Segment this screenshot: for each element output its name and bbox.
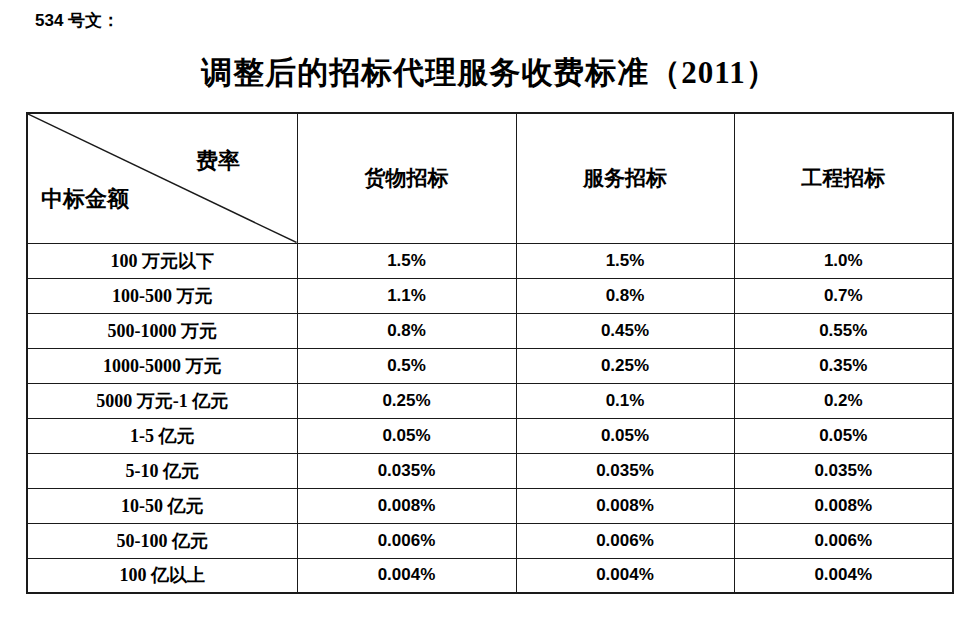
rate-cell: 1.5%: [297, 243, 516, 278]
rate-cell: 0.004%: [734, 558, 953, 593]
rate-cell: 0.7%: [734, 278, 953, 313]
rate-cell: 1.5%: [516, 243, 734, 278]
row-label: 10-50 亿元: [27, 488, 297, 523]
rate-cell: 0.035%: [516, 453, 734, 488]
row-label: 100-500 万元: [27, 278, 297, 313]
rate-cell: 0.1%: [516, 383, 734, 418]
fee-rate-table: 费率 中标金额 货物招标 服务招标 工程招标 100 万元以下 1.5% 1.5…: [26, 112, 954, 594]
rate-cell: 0.008%: [297, 488, 516, 523]
rate-cell: 0.004%: [516, 558, 734, 593]
document-reference: 534 号文：: [35, 9, 119, 32]
diagonal-corner-cell: 费率 中标金额: [27, 113, 297, 243]
rate-cell: 0.8%: [516, 278, 734, 313]
rate-cell: 1.1%: [297, 278, 516, 313]
table-row: 50-100 亿元 0.006% 0.006% 0.006%: [27, 523, 953, 558]
rate-cell: 0.55%: [734, 313, 953, 348]
rate-cell: 0.006%: [297, 523, 516, 558]
rate-cell: 0.45%: [516, 313, 734, 348]
row-label: 1-5 亿元: [27, 418, 297, 453]
page-title: 调整后的招标代理服务收费标准（2011）: [0, 52, 979, 94]
corner-label-amount: 中标金额: [41, 184, 129, 214]
rate-cell: 0.035%: [297, 453, 516, 488]
table-row: 1-5 亿元 0.05% 0.05% 0.05%: [27, 418, 953, 453]
rate-cell: 0.2%: [734, 383, 953, 418]
table-row: 100 亿以上 0.004% 0.004% 0.004%: [27, 558, 953, 593]
rate-cell: 0.035%: [734, 453, 953, 488]
rate-cell: 0.006%: [516, 523, 734, 558]
column-header-goods: 货物招标: [297, 113, 516, 243]
table-row: 100 万元以下 1.5% 1.5% 1.0%: [27, 243, 953, 278]
fee-table-body: 100 万元以下 1.5% 1.5% 1.0% 100-500 万元 1.1% …: [27, 243, 953, 593]
table-row: 5-10 亿元 0.035% 0.035% 0.035%: [27, 453, 953, 488]
rate-cell: 0.008%: [734, 488, 953, 523]
rate-cell: 0.5%: [297, 348, 516, 383]
row-label: 1000-5000 万元: [27, 348, 297, 383]
row-label: 500-1000 万元: [27, 313, 297, 348]
row-label: 50-100 亿元: [27, 523, 297, 558]
rate-cell: 0.25%: [297, 383, 516, 418]
table-row: 10-50 亿元 0.008% 0.008% 0.008%: [27, 488, 953, 523]
rate-cell: 0.05%: [516, 418, 734, 453]
rate-cell: 0.8%: [297, 313, 516, 348]
column-header-engineering: 工程招标: [734, 113, 953, 243]
table-row: 100-500 万元 1.1% 0.8% 0.7%: [27, 278, 953, 313]
rate-cell: 0.35%: [734, 348, 953, 383]
corner-label-rate: 费率: [196, 146, 240, 176]
row-label: 100 万元以下: [27, 243, 297, 278]
row-label: 5-10 亿元: [27, 453, 297, 488]
row-label: 100 亿以上: [27, 558, 297, 593]
rate-cell: 0.25%: [516, 348, 734, 383]
rate-cell: 1.0%: [734, 243, 953, 278]
rate-cell: 0.008%: [516, 488, 734, 523]
rate-cell: 0.004%: [297, 558, 516, 593]
rate-cell: 0.05%: [734, 418, 953, 453]
diagonal-line: [28, 114, 297, 243]
table-header-row: 费率 中标金额 货物招标 服务招标 工程招标: [27, 113, 953, 243]
rate-cell: 0.05%: [297, 418, 516, 453]
table-row: 500-1000 万元 0.8% 0.45% 0.55%: [27, 313, 953, 348]
table-row: 5000 万元-1 亿元 0.25% 0.1% 0.2%: [27, 383, 953, 418]
column-header-services: 服务招标: [516, 113, 734, 243]
rate-cell: 0.006%: [734, 523, 953, 558]
row-label: 5000 万元-1 亿元: [27, 383, 297, 418]
table-row: 1000-5000 万元 0.5% 0.25% 0.35%: [27, 348, 953, 383]
